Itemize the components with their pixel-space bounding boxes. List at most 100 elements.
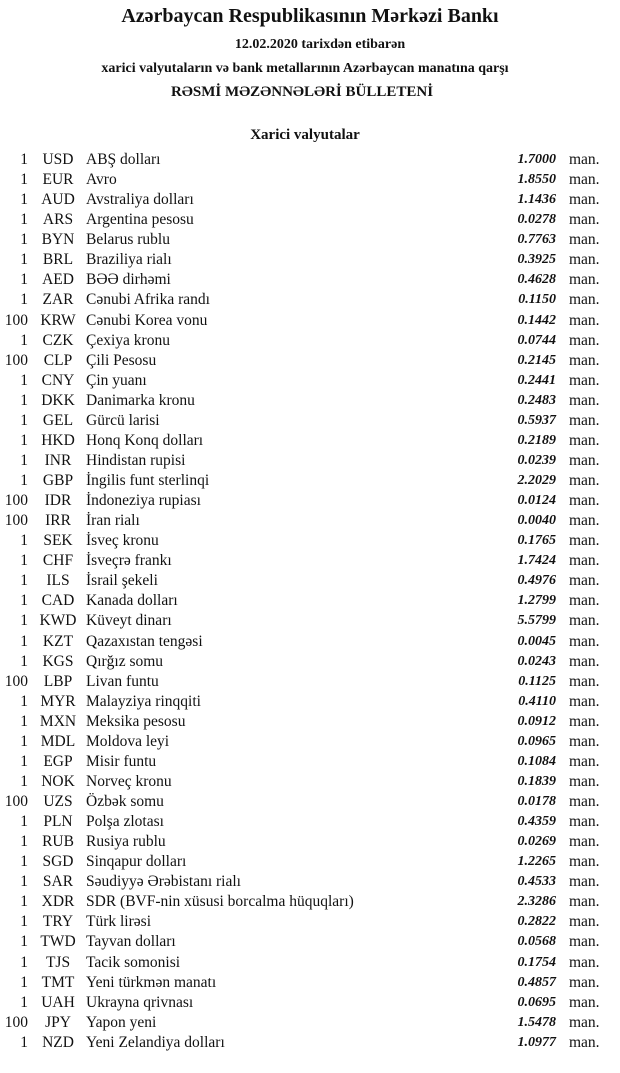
rate-value: 0.0269 <box>517 834 557 850</box>
currency-code: TWD <box>40 933 76 951</box>
rate-row: 1 HKD Honq Konq dolları 0.2189 man. <box>0 431 620 451</box>
nominal: 1 <box>20 371 28 389</box>
currency-name: Avro <box>86 171 117 189</box>
currency-name: Çin yuanı <box>86 371 147 389</box>
unit-label: man. <box>569 933 600 951</box>
unit-label: man. <box>569 793 600 810</box>
nominal: 1 <box>20 1033 28 1051</box>
rate-value: 0.1150 <box>518 292 556 308</box>
rate-value: 0.1442 <box>517 312 557 328</box>
nominal: 100 <box>4 492 28 510</box>
unit-label: man. <box>569 692 600 710</box>
currency-name: Rusiya rublu <box>86 833 166 851</box>
unit-label: man. <box>569 893 600 911</box>
rate-row: 100 CLP Çili Pesosu 0.2145 man. <box>0 351 620 371</box>
unit-label: man. <box>569 311 600 329</box>
currency-code: CHF <box>42 552 74 570</box>
rate-row: 1 TJS Tacik somonisi 0.1754 man. <box>0 953 620 973</box>
currency-name: İsveç kronu <box>86 532 159 550</box>
nominal: 100 <box>4 1013 28 1031</box>
rate-value: 0.1754 <box>517 954 557 970</box>
currency-name: Səudiyyə Ərəbistanı rialı <box>86 873 241 891</box>
currency-name: Yapon yeni <box>86 1013 157 1031</box>
currency-name: Hindistan rupisi <box>86 451 186 469</box>
unit-label: man. <box>569 552 600 570</box>
rate-row: 1 TMT Yeni türkmən manatı 0.4857 man. <box>0 973 620 993</box>
currency-code: MDL <box>40 732 76 750</box>
unit-label: man. <box>569 752 600 770</box>
rate-value: 0.2189 <box>517 432 557 448</box>
rate-value: 0.1765 <box>517 533 557 549</box>
currency-name: İndoneziya rupiası <box>86 492 201 510</box>
nominal: 1 <box>20 532 28 550</box>
unit-label: man. <box>569 371 600 389</box>
rate-row: 1 AED BƏƏ dirhəmi 0.4628 man. <box>0 270 620 290</box>
rate-row: 1 SAR Səudiyyə Ərəbistanı rialı 0.4533 man. <box>0 872 620 892</box>
unit-label: man. <box>569 1033 600 1051</box>
currency-name: Polşa zlotası <box>86 813 164 831</box>
rate-value: 0.0124 <box>517 493 557 509</box>
rate-row: 1 DKK Danimarka kronu 0.2483 man. <box>0 391 620 411</box>
rate-value: 0.0744 <box>517 332 557 348</box>
nominal: 1 <box>20 472 28 489</box>
unit-label: man. <box>569 732 600 750</box>
nominal: 1 <box>20 251 28 269</box>
unit-label: man. <box>569 331 600 349</box>
currency-code: SGD <box>42 853 74 871</box>
bank-title: Azərbaycan Respublikasının Mərkəzi Bankı <box>121 5 499 27</box>
currency-name: Braziliya rialı <box>86 251 172 269</box>
nominal: 1 <box>20 732 28 750</box>
rate-row: 1 INR Hindistan rupisi 0.0239 man. <box>0 451 620 471</box>
nominal: 1 <box>20 592 28 610</box>
currency-code: LBP <box>43 672 73 690</box>
unit-label: man. <box>569 712 600 730</box>
unit-label: man. <box>569 492 600 510</box>
nominal: 1 <box>20 171 28 189</box>
currency-name: Qırğız somu <box>86 652 164 670</box>
currency-code: GBP <box>42 472 74 489</box>
rate-row: 100 LBP Livan funtu 0.1125 man. <box>0 672 620 692</box>
rate-value: 0.7763 <box>517 232 557 248</box>
section-title: Xarici valyutalar <box>250 127 360 143</box>
nominal: 1 <box>20 993 28 1011</box>
rate-value: 2.2029 <box>517 473 557 488</box>
currency-code: JPY <box>45 1013 71 1031</box>
currency-name: İngilis funt sterlinqi <box>86 472 210 489</box>
currency-code: TRY <box>42 913 74 931</box>
currency-code: IDR <box>44 492 72 510</box>
currency-name: Qazaxıstan tengəsi <box>86 632 203 650</box>
currency-name: Tayvan dolları <box>86 933 176 951</box>
rate-row: 1 NZD Yeni Zelandiya dolları 1.0977 man. <box>0 1033 620 1053</box>
nominal: 1 <box>20 271 28 289</box>
nominal: 1 <box>20 632 28 650</box>
currency-code: TJS <box>45 953 71 971</box>
rate-row: 1 EGP Misir funtu 0.1084 man. <box>0 752 620 772</box>
rate-row: 1 PLN Polşa zlotası 0.4359 man. <box>0 812 620 832</box>
rate-value: 0.1084 <box>517 753 557 769</box>
nominal: 1 <box>20 953 28 971</box>
rate-row: 1 GBP İngilis funt sterlinqi 2.2029 man. <box>0 471 620 491</box>
nominal: 1 <box>20 211 28 229</box>
currency-code: IRR <box>45 512 71 530</box>
currency-code: AED <box>42 271 74 289</box>
nominal: 100 <box>4 311 28 329</box>
nominal: 1 <box>20 391 28 409</box>
rate-value: 1.8550 <box>517 172 557 188</box>
currency-name: Honq Konq dolları <box>86 431 204 449</box>
currency-name: Meksika pesosu <box>86 712 186 730</box>
unit-label: man. <box>569 231 600 249</box>
unit-label: man. <box>569 993 600 1011</box>
nominal: 1 <box>20 431 28 449</box>
currency-name: Yeni Zelandiya dolları <box>86 1033 225 1051</box>
currency-code: KRW <box>40 311 76 329</box>
currency-name: İsveçrə frankı <box>86 552 172 570</box>
rate-row: 1 ILS İsrail şekeli 0.4976 man. <box>0 571 620 591</box>
rate-value: 1.0977 <box>517 1034 557 1050</box>
rate-value: 0.0040 <box>517 513 557 529</box>
unit-label: man. <box>569 191 600 209</box>
rate-row: 1 USD ABŞ dolları 1.7000 man. <box>0 150 620 170</box>
rate-value: 0.0045 <box>517 633 557 649</box>
currency-code: BYN <box>41 231 75 249</box>
currency-code: PLN <box>43 813 73 831</box>
rate-value: 0.1839 <box>517 773 557 789</box>
